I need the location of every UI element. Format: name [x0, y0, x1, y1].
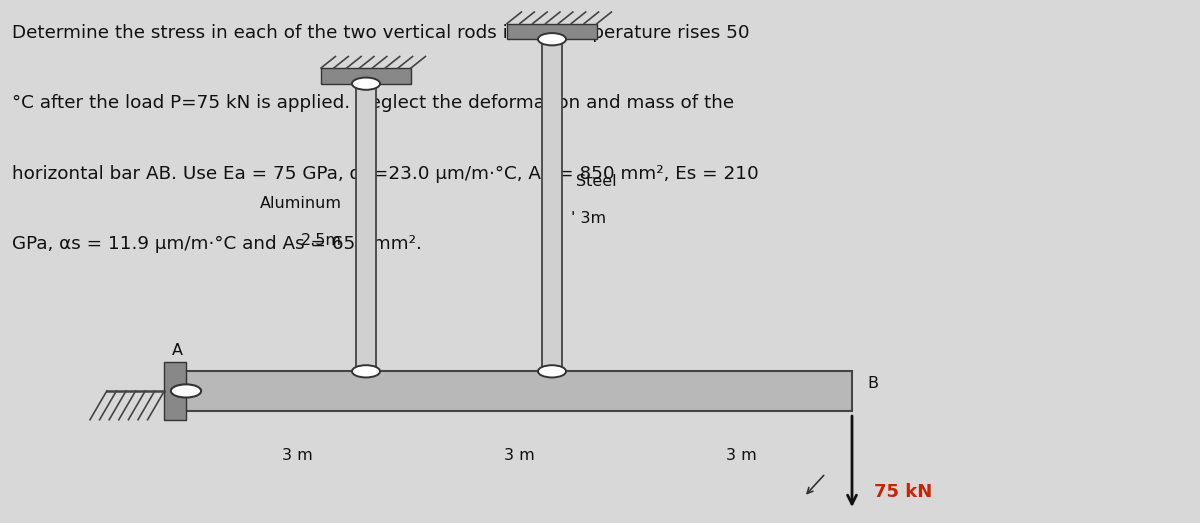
Text: 75 kN: 75 kN: [874, 483, 932, 501]
Text: 3 m: 3 m: [282, 448, 312, 462]
Text: Aluminum: Aluminum: [260, 197, 342, 211]
Text: B: B: [868, 376, 878, 391]
Bar: [542, 39, 562, 371]
Text: 2.5m: 2.5m: [301, 233, 342, 248]
Text: 3 m: 3 m: [504, 448, 534, 462]
Circle shape: [352, 365, 380, 378]
Bar: [356, 84, 376, 371]
Text: horizontal bar AB. Use Ea = 75 GPa, αa=23.0 μm/m·°C, Aa = 850 mm², Es = 210: horizontal bar AB. Use Ea = 75 GPa, αa=2…: [12, 165, 758, 183]
Circle shape: [170, 384, 202, 397]
Text: 3 m: 3 m: [726, 448, 756, 462]
Text: ' 3m: ' 3m: [571, 211, 606, 226]
Text: A: A: [172, 343, 182, 358]
Text: Steel: Steel: [576, 174, 617, 189]
Text: Determine the stress in each of the two vertical rods if the temperature rises 5: Determine the stress in each of the two …: [12, 24, 750, 41]
Text: °C after the load P=75 kN is applied. Neglect the deformation and mass of the: °C after the load P=75 kN is applied. Ne…: [12, 94, 734, 112]
Circle shape: [538, 365, 566, 378]
Circle shape: [538, 33, 566, 46]
Text: GPa, αs = 11.9 μm/m·°C and As = 650 mm².: GPa, αs = 11.9 μm/m·°C and As = 650 mm².: [12, 235, 422, 253]
Bar: [186, 371, 852, 411]
Bar: [164, 362, 186, 419]
Bar: [508, 24, 598, 39]
Circle shape: [352, 77, 380, 90]
Bar: [322, 68, 410, 84]
